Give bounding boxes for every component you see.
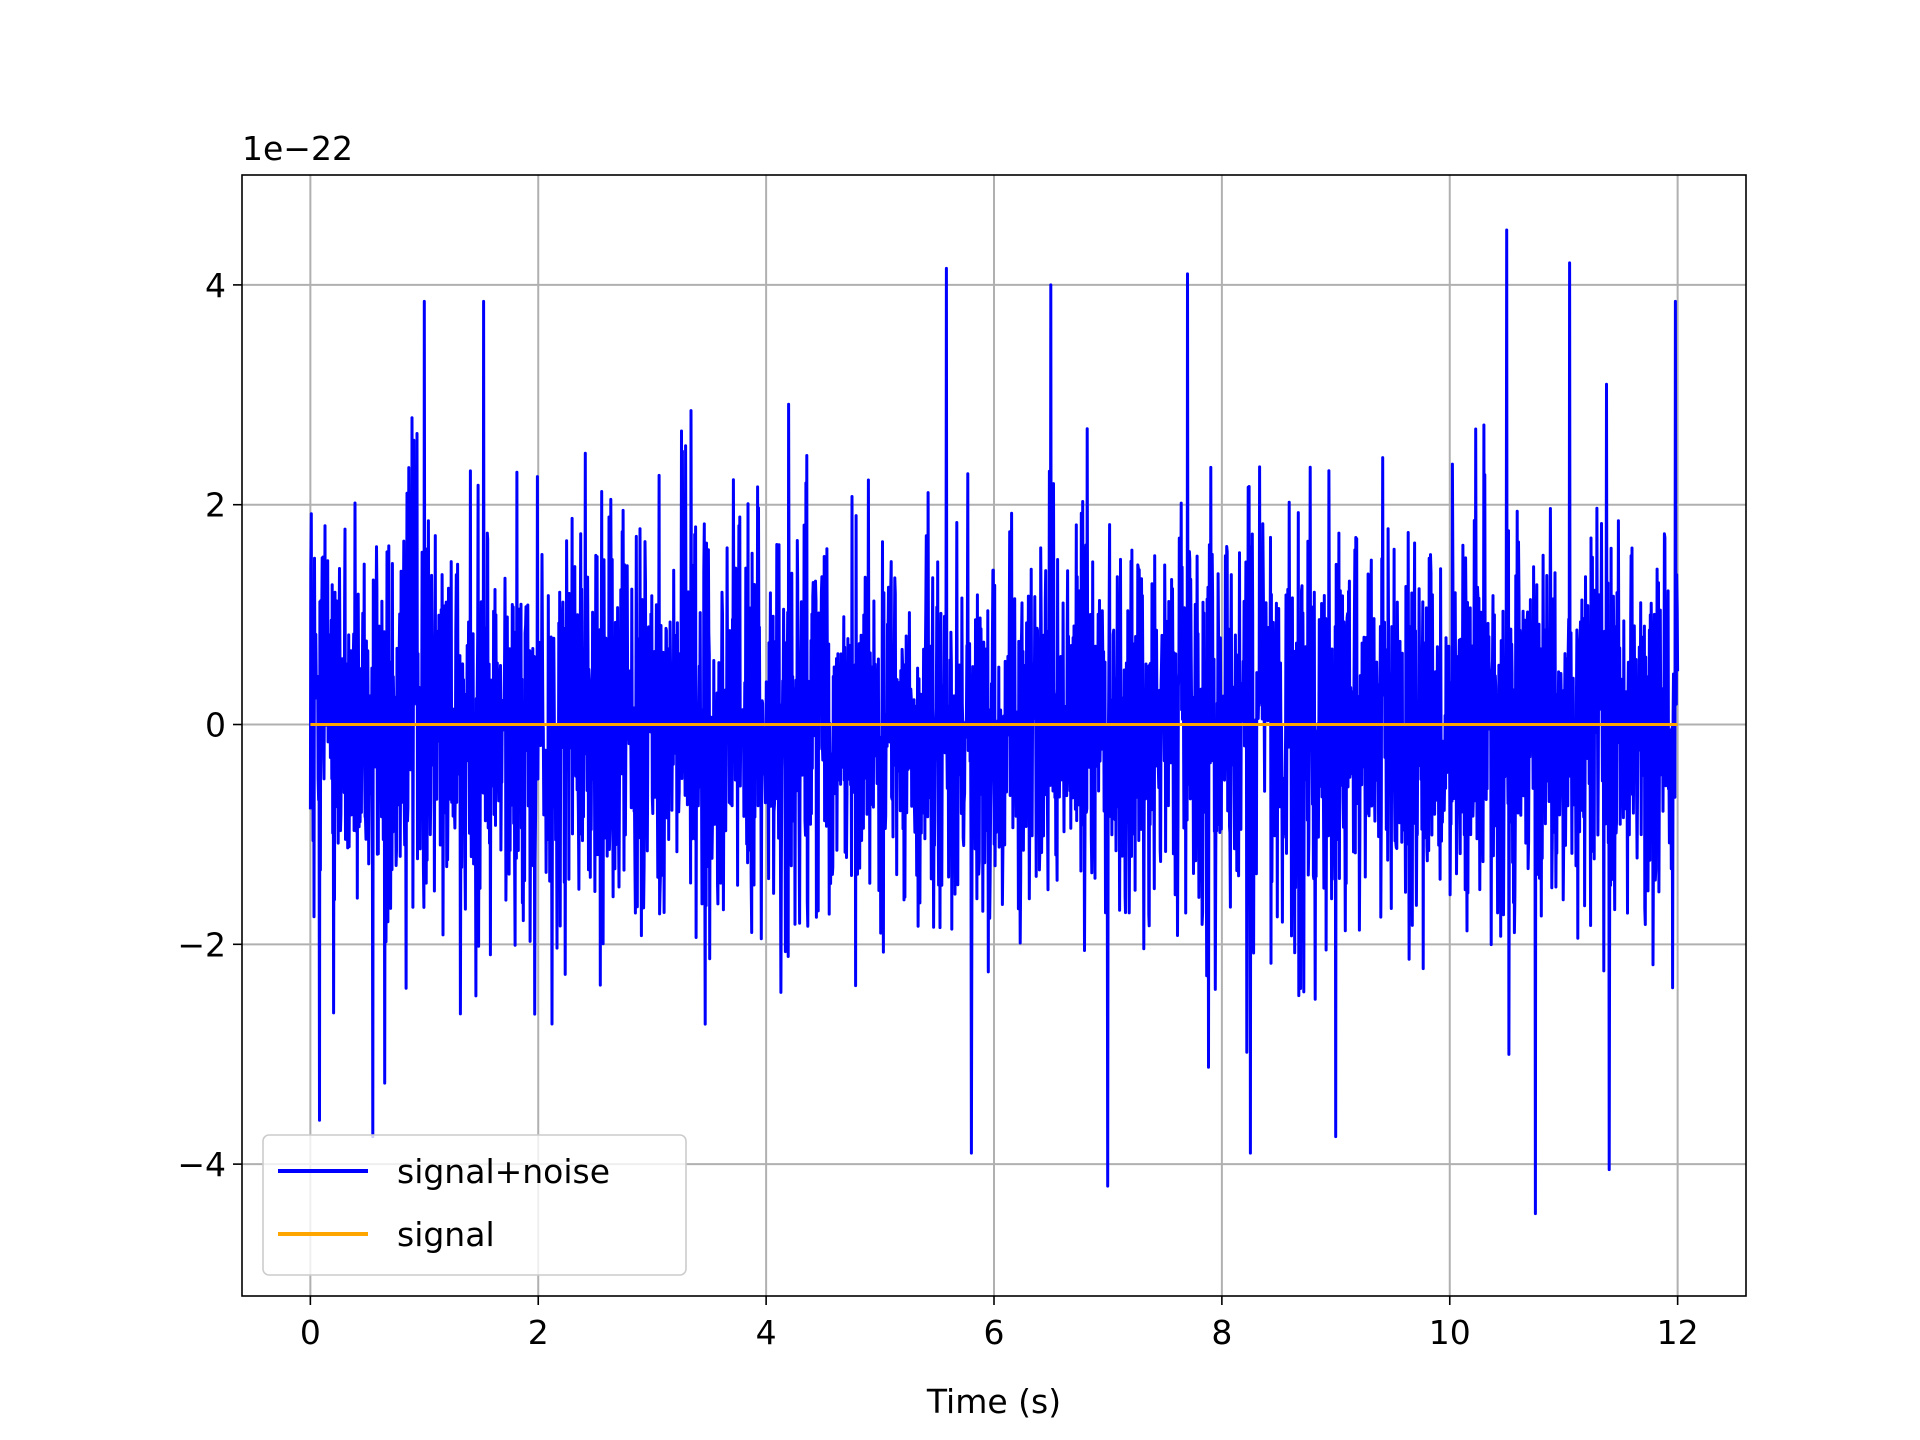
x-tick-label: 0 [300,1313,321,1352]
x-tick-label: 4 [756,1313,777,1352]
legend: signal+noise signal [262,1134,687,1276]
x-axis: 0 2 4 6 8 10 12 [300,1296,1699,1352]
x-tick-label: 10 [1429,1313,1471,1352]
y-tick-label: 4 [205,266,226,305]
y-tick-label: 0 [205,706,226,745]
legend-box [262,1134,687,1276]
y-tick-label: 2 [205,486,226,525]
x-tick-label: 6 [984,1313,1005,1352]
y-axis: −4 −2 0 2 4 [177,266,242,1184]
x-tick-label: 12 [1657,1313,1699,1352]
x-tick-label: 8 [1211,1313,1232,1352]
y-tick-label: −4 [177,1145,226,1184]
y-offset-text: 1e−22 [242,129,353,168]
x-tick-label: 2 [528,1313,549,1352]
series-line-signal-noise [308,228,1680,1216]
legend-label-signal-noise: signal+noise [397,1152,610,1191]
series-layer [308,228,1680,1216]
legend-label-signal: signal [397,1215,495,1254]
y-tick-label: −2 [177,925,226,964]
x-axis-label: Time (s) [926,1382,1061,1421]
